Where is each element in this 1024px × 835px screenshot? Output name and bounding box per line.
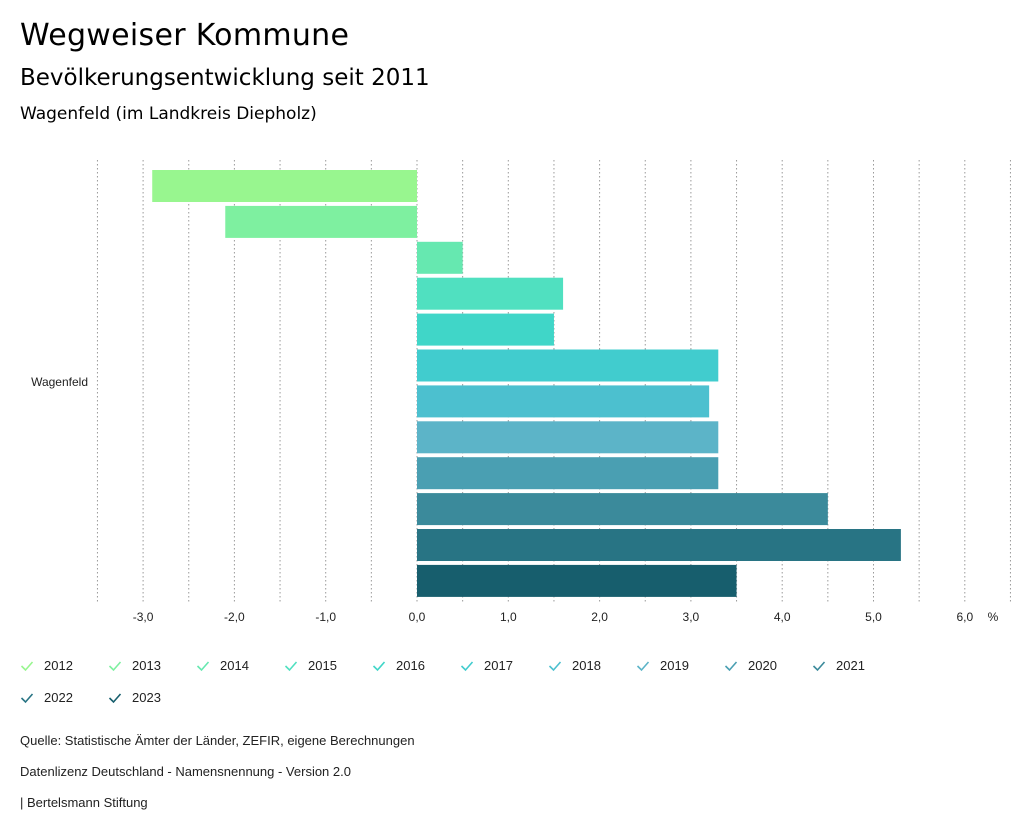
bar-2017[interactable] bbox=[417, 349, 719, 382]
x-tick-label: -2,0 bbox=[224, 610, 245, 624]
checkmark-icon bbox=[372, 660, 386, 671]
bar-2019[interactable] bbox=[417, 421, 719, 454]
legend-item-2017[interactable]: 2017 bbox=[460, 658, 513, 673]
category-label: Wagenfeld bbox=[31, 375, 88, 389]
x-axis-ticks: -3,0 -2,0 -1,0 0,0 1,0 2,0 3,0 4,0 5,0 6,0 bbox=[133, 610, 974, 624]
bar-2012[interactable] bbox=[152, 170, 418, 202]
legend-label: 2022 bbox=[44, 690, 73, 705]
x-axis-unit: % bbox=[988, 610, 999, 624]
legend-item-2021[interactable]: 2021 bbox=[812, 658, 865, 673]
legend-label: 2015 bbox=[308, 658, 337, 673]
legend-item-2013[interactable]: 2013 bbox=[108, 658, 161, 673]
legend-item-2022[interactable]: 2022 bbox=[20, 690, 73, 705]
checkmark-icon bbox=[284, 660, 298, 671]
legend-item-2012[interactable]: 2012 bbox=[20, 658, 73, 673]
checkmark-icon bbox=[812, 660, 826, 671]
checkmark-icon bbox=[108, 692, 122, 703]
x-tick-label: 4,0 bbox=[774, 610, 791, 624]
bar-2015[interactable] bbox=[417, 277, 564, 310]
bar-2016[interactable] bbox=[417, 313, 554, 346]
bar-chart: -3,0 -2,0 -1,0 0,0 1,0 2,0 3,0 4,0 5,0 6,0 Wagenf… bbox=[31, 160, 1011, 624]
legend-label: 2020 bbox=[748, 658, 777, 673]
legend-label: 2016 bbox=[396, 658, 425, 673]
legend-item-2018[interactable]: 2018 bbox=[548, 658, 601, 673]
x-tick-label: 1,0 bbox=[500, 610, 517, 624]
page-title: Wegweiser Kommune bbox=[20, 18, 350, 53]
legend-label: 2014 bbox=[220, 658, 249, 673]
legend-label: 2023 bbox=[132, 690, 161, 705]
x-tick-label: 5,0 bbox=[865, 610, 882, 624]
bar-2021[interactable] bbox=[417, 493, 828, 526]
x-tick-label: 0,0 bbox=[409, 610, 426, 624]
legend-item-2023[interactable]: 2023 bbox=[108, 690, 161, 705]
x-tick-label: -3,0 bbox=[133, 610, 154, 624]
publisher-note: | Bertelsmann Stiftung bbox=[20, 795, 148, 810]
legend-item-2014[interactable]: 2014 bbox=[196, 658, 249, 673]
source-note: Quelle: Statistische Ämter der Länder, Z… bbox=[20, 733, 415, 748]
bar-2020[interactable] bbox=[417, 457, 719, 490]
checkmark-icon bbox=[20, 692, 34, 703]
x-tick-label: -1,0 bbox=[315, 610, 336, 624]
bar-2014[interactable] bbox=[417, 241, 463, 274]
checkmark-icon bbox=[724, 660, 738, 671]
legend-label: 2013 bbox=[132, 658, 161, 673]
license-note: Datenlizenz Deutschland - Namensnennung … bbox=[20, 764, 351, 779]
legend-label: 2019 bbox=[660, 658, 689, 673]
legend-item-2015[interactable]: 2015 bbox=[284, 658, 337, 673]
legend-label: 2021 bbox=[836, 658, 865, 673]
legend-label: 2018 bbox=[572, 658, 601, 673]
x-tick-label: 6,0 bbox=[956, 610, 973, 624]
bars-group bbox=[152, 170, 901, 597]
legend-label: 2012 bbox=[44, 658, 73, 673]
checkmark-icon bbox=[196, 660, 210, 671]
bar-2022[interactable] bbox=[417, 529, 901, 561]
checkmark-icon bbox=[20, 660, 34, 671]
legend-label: 2017 bbox=[484, 658, 513, 673]
checkmark-icon bbox=[108, 660, 122, 671]
checkmark-icon bbox=[548, 660, 562, 671]
x-tick-label: 3,0 bbox=[683, 610, 700, 624]
legend-item-2019[interactable]: 2019 bbox=[636, 658, 689, 673]
checkmark-icon bbox=[460, 660, 474, 671]
bar-2023[interactable] bbox=[417, 564, 737, 597]
legend-item-2016[interactable]: 2016 bbox=[372, 658, 425, 673]
chart-subtitle: Bevölkerungsentwicklung seit 2011 bbox=[20, 65, 430, 91]
legend-item-2020[interactable]: 2020 bbox=[724, 658, 777, 673]
bar-2018[interactable] bbox=[417, 385, 710, 418]
checkmark-icon bbox=[636, 660, 650, 671]
region-label: Wagenfeld (im Landkreis Diepholz) bbox=[20, 104, 317, 124]
bar-2013[interactable] bbox=[225, 205, 417, 238]
x-tick-label: 2,0 bbox=[591, 610, 608, 624]
